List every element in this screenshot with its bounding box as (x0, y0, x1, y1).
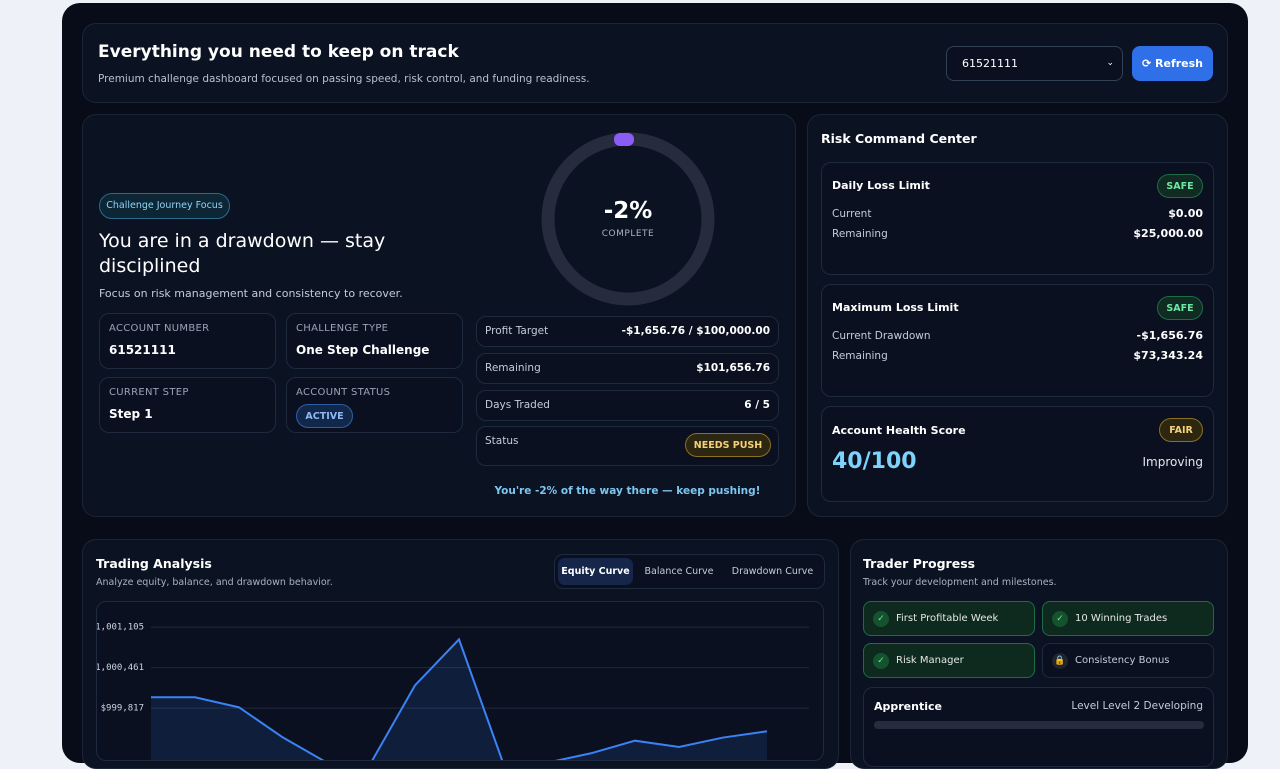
stat-value: -$1,656.76 / $100,000.00 (621, 325, 770, 337)
select-caret: ⌄ (1106, 58, 1114, 68)
level-name: Apprentice (874, 700, 942, 713)
progress-title: Trader Progress (863, 556, 976, 571)
stat-row (476, 390, 779, 421)
chart-box: $1,001,105 $1,000,461 $999,817 (96, 601, 824, 761)
page-subtitle: Premium challenge dashboard focused on p… (98, 73, 590, 85)
info-card (286, 313, 463, 369)
milestone-icon: ✓ (873, 610, 889, 627)
info-value: 61521111 (109, 343, 176, 357)
analysis-title: Trading Analysis (96, 556, 212, 571)
progress-subtitle: Track your development and milestones. (863, 577, 1057, 588)
equity-chart: $1,001,105 $1,000,461 $999,817 (97, 623, 809, 760)
stat-label: Status (485, 435, 519, 447)
refresh-button[interactable]: ⟳ Refresh (1132, 46, 1213, 81)
milestone-icon: ✓ (1052, 610, 1068, 627)
milestone-name: Consistency Bonus (1075, 655, 1170, 666)
stat-value: $101,656.76 (696, 362, 770, 374)
page: {"header":{"title":"Everything you need … (62, 3, 1248, 769)
info-label: CHALLENGE TYPE (296, 323, 389, 334)
risk-row-label: Current (832, 208, 872, 220)
risk-title: Risk Command Center (821, 131, 977, 146)
risk-row-value: $25,000.00 (1133, 227, 1203, 240)
chart-tab[interactable]: Balance Curve (644, 566, 714, 577)
info-label: ACCOUNT STATUS (296, 387, 391, 398)
progress-ring (541, 132, 715, 306)
journey-heading: You are in a drawdown — stay disciplined (99, 230, 386, 277)
y-tick-label: $1,001,105 (97, 623, 144, 633)
health-score: 40/100 (832, 449, 917, 474)
stat-row (476, 353, 779, 384)
level-detail: Level Level 2 Developing (1071, 700, 1203, 712)
milestone-name: Risk Manager (896, 655, 964, 666)
milestone: ✓ First Profitable Week (863, 601, 1035, 636)
info-label: CURRENT STEP (109, 387, 189, 398)
info-card (99, 377, 276, 433)
journey-subheading: Focus on risk management and consistency… (99, 287, 403, 300)
equity-area (151, 639, 767, 760)
level-bar (874, 721, 1204, 729)
y-tick-label: $1,000,461 (97, 663, 144, 673)
health-badge: FAIR (1159, 418, 1203, 442)
status-pill: ACTIVE (296, 404, 353, 428)
chart-tab[interactable]: Equity Curve (558, 558, 633, 585)
info-value: One Step Challenge (296, 343, 430, 357)
risk-row-label: Remaining (832, 228, 888, 240)
stat-label: Remaining (485, 362, 541, 374)
stat-row (476, 316, 779, 347)
y-tick-label: $999,817 (101, 704, 144, 714)
info-label: ACCOUNT NUMBER (109, 323, 210, 334)
refresh-label: Refresh (1155, 57, 1204, 70)
status-badge: NEEDS PUSH (685, 433, 771, 457)
ring-progress (614, 133, 634, 146)
progress-value: -2% (603, 198, 653, 224)
milestone-icon: ✓ (873, 652, 889, 669)
milestone: ✓ Risk Manager (863, 643, 1035, 678)
risk-row-label: Current Drawdown (832, 330, 931, 342)
risk-limit-card (821, 162, 1214, 275)
risk-card-title: Maximum Loss Limit (832, 301, 959, 314)
stat-label: Profit Target (485, 325, 549, 337)
progress-caption: COMPLETE (601, 229, 655, 239)
milestone-icon: 🔒 (1052, 652, 1068, 669)
info-card (99, 313, 276, 369)
stat-value: 6 / 5 (744, 399, 770, 411)
health-title: Account Health Score (832, 424, 966, 437)
safe-badge: SAFE (1157, 174, 1203, 198)
risk-row-value: $73,343.24 (1133, 349, 1203, 362)
risk-limit-card (821, 284, 1214, 397)
milestone-name: 10 Winning Trades (1075, 613, 1168, 624)
analysis-subtitle: Analyze equity, balance, and drawdown be… (96, 577, 333, 588)
stat-label: Days Traded (485, 399, 550, 411)
risk-row-value: $0.00 (1168, 207, 1203, 220)
health-trend: Improving (1142, 455, 1203, 469)
milestone-name: First Profitable Week (896, 613, 999, 624)
info-value: Step 1 (109, 407, 153, 421)
journey-badge: Challenge Journey Focus (99, 193, 230, 219)
safe-badge: SAFE (1157, 296, 1203, 320)
risk-card-title: Daily Loss Limit (832, 179, 930, 192)
health-card (821, 406, 1214, 502)
page-title: Everything you need to keep on track (98, 42, 459, 62)
risk-row-value: -$1,656.76 (1136, 329, 1204, 342)
chart-tab[interactable]: Drawdown Curve (731, 566, 814, 577)
select-value: 61521111 (962, 57, 1018, 70)
account-select[interactable]: 61521111 ⌄ (946, 46, 1123, 81)
milestone: ✓ 10 Winning Trades (1042, 601, 1214, 636)
milestone: 🔒 Consistency Bonus (1042, 643, 1214, 678)
risk-row-label: Remaining (832, 350, 888, 362)
journey-footer: You're -2% of the way there — keep pushi… (494, 485, 761, 497)
